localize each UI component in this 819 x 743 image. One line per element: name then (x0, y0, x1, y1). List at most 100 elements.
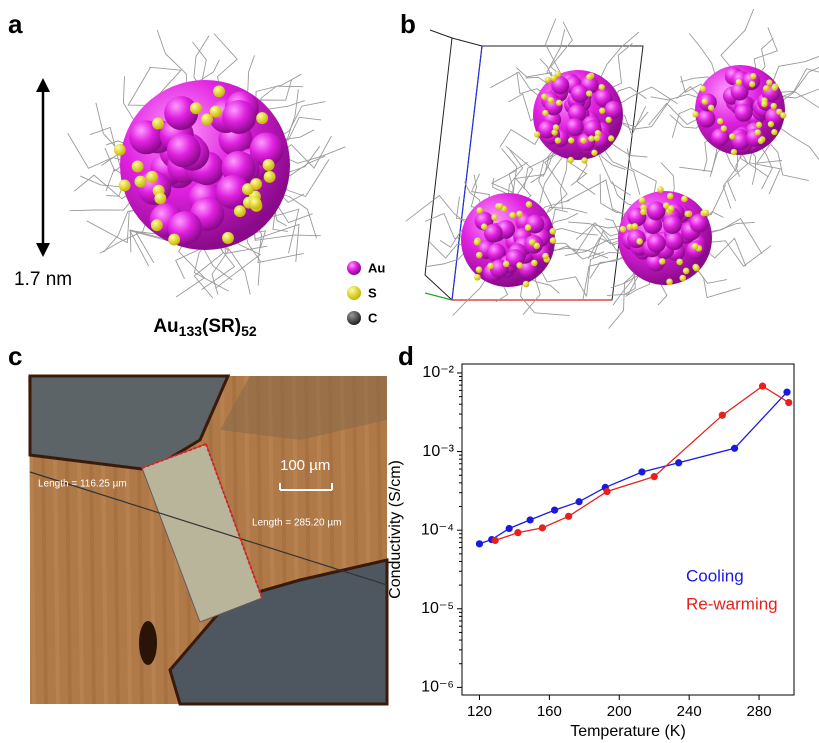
sulfur-atom (586, 74, 592, 80)
sulfur-atom (476, 207, 483, 214)
x-tick-label: 240 (677, 703, 702, 720)
sulfur-atom (620, 226, 627, 233)
sulfur-atom (703, 210, 710, 217)
sulfur-atom (780, 112, 786, 118)
data-point (551, 507, 558, 514)
sulfur-atom (263, 159, 275, 171)
sulfur-atom (190, 102, 202, 114)
gold-atom (647, 202, 666, 221)
data-point (731, 445, 738, 452)
ligand (764, 137, 809, 181)
x-tick-label: 120 (467, 703, 492, 720)
sulfur-atom (683, 268, 690, 275)
formula-part: (SR) (202, 316, 241, 337)
data-point (527, 516, 534, 523)
x-tick-label: 280 (747, 703, 772, 720)
sulfur-atom (736, 79, 742, 85)
y-tick-label: 10⁻⁵ (421, 600, 454, 617)
panel-label: d (398, 341, 414, 371)
sulfur-atom (692, 243, 699, 250)
y-tick-label: 10⁻³ (422, 443, 454, 460)
data-point (506, 525, 513, 532)
sulfur-atom (509, 212, 516, 219)
sulfur-atom (168, 234, 180, 246)
legend-label: Cooling (686, 566, 744, 585)
series-line (495, 386, 789, 540)
sulfur-atom (481, 223, 488, 230)
scale-bar-label: 100 µm (280, 457, 330, 474)
sulfur-atom (487, 263, 494, 270)
legend-dot (347, 311, 361, 325)
sulfur-atom (758, 138, 764, 144)
gold-atom (647, 234, 666, 253)
sulfur-atom (700, 86, 706, 92)
sulfur-atom (531, 260, 538, 267)
gold-atom (690, 214, 709, 233)
sulfur-atom (605, 117, 611, 123)
gold-atom (735, 104, 753, 122)
data-point (575, 498, 582, 505)
sulfur-atom (529, 239, 536, 246)
sulfur-atom (750, 73, 756, 79)
sulfur-atom (132, 160, 144, 172)
sulfur-atom (234, 205, 246, 217)
sulfur-atom (553, 124, 559, 130)
formula-part: Au (153, 316, 178, 337)
sulfur-atom (114, 144, 126, 156)
measurement: Length = 285.20 µm (252, 518, 341, 529)
sulfur-atom (588, 135, 594, 141)
data-point (603, 488, 610, 495)
gold-atom (538, 121, 556, 139)
sulfur-atom (550, 237, 557, 244)
sulfur-atom (555, 71, 561, 77)
sulfur-atom (666, 278, 673, 285)
sulfur-atom (545, 77, 551, 83)
sulfur-atom (599, 84, 605, 90)
sulfur-atom (568, 157, 574, 163)
sulfur-atom (721, 125, 727, 131)
data-point (514, 529, 521, 536)
sulfur-atom (608, 135, 614, 141)
sulfur-atom (755, 129, 761, 135)
sulfur-atom (766, 79, 772, 85)
panel-label: b (400, 9, 416, 39)
sulfur-atom (201, 113, 213, 125)
gold-atom (222, 100, 256, 134)
sulfur-atom (679, 275, 686, 282)
sulfur-atom (152, 118, 164, 130)
sulfur-atom (146, 171, 158, 183)
sulfur-atom (580, 137, 586, 143)
sulfur-atom (702, 99, 708, 105)
legend-label: Re-warming (686, 594, 778, 613)
formula-part: 133 (179, 323, 203, 339)
data-point (638, 468, 645, 475)
sulfur-atom (692, 111, 698, 117)
gold-atom (566, 118, 584, 136)
sulfur-atom (667, 193, 674, 200)
sulfur-atom (676, 259, 683, 266)
sulfur-atom (594, 135, 600, 141)
data-point (539, 524, 546, 531)
sulfur-atom (556, 100, 562, 106)
ligand (539, 148, 564, 209)
ligand (723, 146, 738, 208)
y-tick-label: 10⁻² (422, 364, 454, 381)
gold-atom (697, 110, 715, 128)
sulfur-atom (264, 171, 276, 183)
y-axis-label: Conductivity (S/cm) (387, 460, 404, 599)
legend-dot (347, 261, 361, 275)
sulfur-atom (222, 232, 234, 244)
sulfur-atom (599, 108, 605, 114)
data-point (675, 459, 682, 466)
x-tick-label: 160 (537, 703, 562, 720)
gold-atom (665, 231, 684, 250)
sulfur-atom (681, 196, 688, 203)
sulfur-atom (684, 211, 691, 218)
formula-part: 52 (241, 323, 257, 339)
sulfur-atom (771, 129, 777, 135)
sulfur-atom (119, 179, 131, 191)
series-line (480, 392, 788, 544)
figure: a 1.7 nm Au S C Au133(SR)52 b c Length =… (0, 0, 819, 743)
x-tick-label: 200 (607, 703, 632, 720)
legend-label: Au (368, 260, 385, 275)
